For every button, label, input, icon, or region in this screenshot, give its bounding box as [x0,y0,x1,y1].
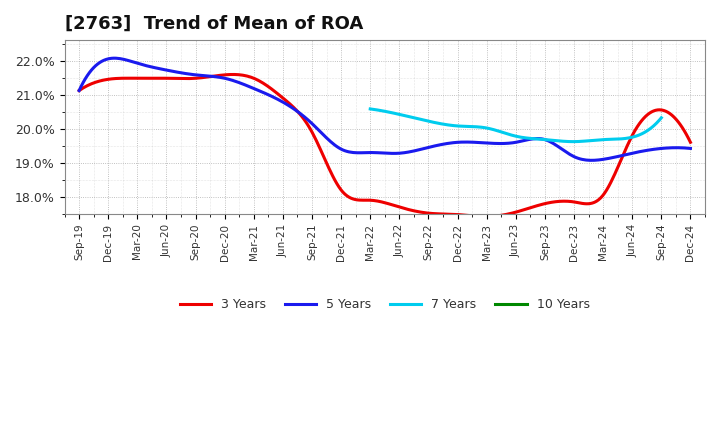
5 Years [686,146,695,151]
5 Years [75,88,84,93]
7 Years [539,137,547,142]
3 Years [482,214,490,219]
7 Years [568,139,577,144]
5 Years [451,140,459,145]
7 Years [544,137,553,143]
7 Years [657,115,666,121]
5 Years [109,55,118,61]
Text: [2763]  Trend of Mean of ROA: [2763] Trend of Mean of ROA [65,15,363,33]
3 Years [77,87,86,92]
5 Years [77,84,86,89]
3 Years [594,197,603,202]
5 Years [594,158,603,163]
Legend: 3 Years, 5 Years, 7 Years, 10 Years: 3 Years, 5 Years, 7 Years, 10 Years [175,293,595,316]
3 Years [451,212,459,217]
Line: 7 Years: 7 Years [370,109,662,142]
3 Years [441,211,449,216]
5 Years [441,141,449,147]
Line: 5 Years: 5 Years [79,58,690,160]
Line: 3 Years: 3 Years [79,74,690,216]
3 Years [438,211,447,216]
3 Years [686,139,695,145]
7 Years [366,106,374,112]
3 Years [75,88,84,93]
7 Years [631,134,639,139]
5 Years [633,150,642,155]
5 Years [588,158,597,163]
7 Years [539,137,548,142]
5 Years [438,142,447,147]
7 Years [612,136,621,142]
3 Years [228,72,237,77]
3 Years [633,124,642,129]
7 Years [367,106,376,112]
